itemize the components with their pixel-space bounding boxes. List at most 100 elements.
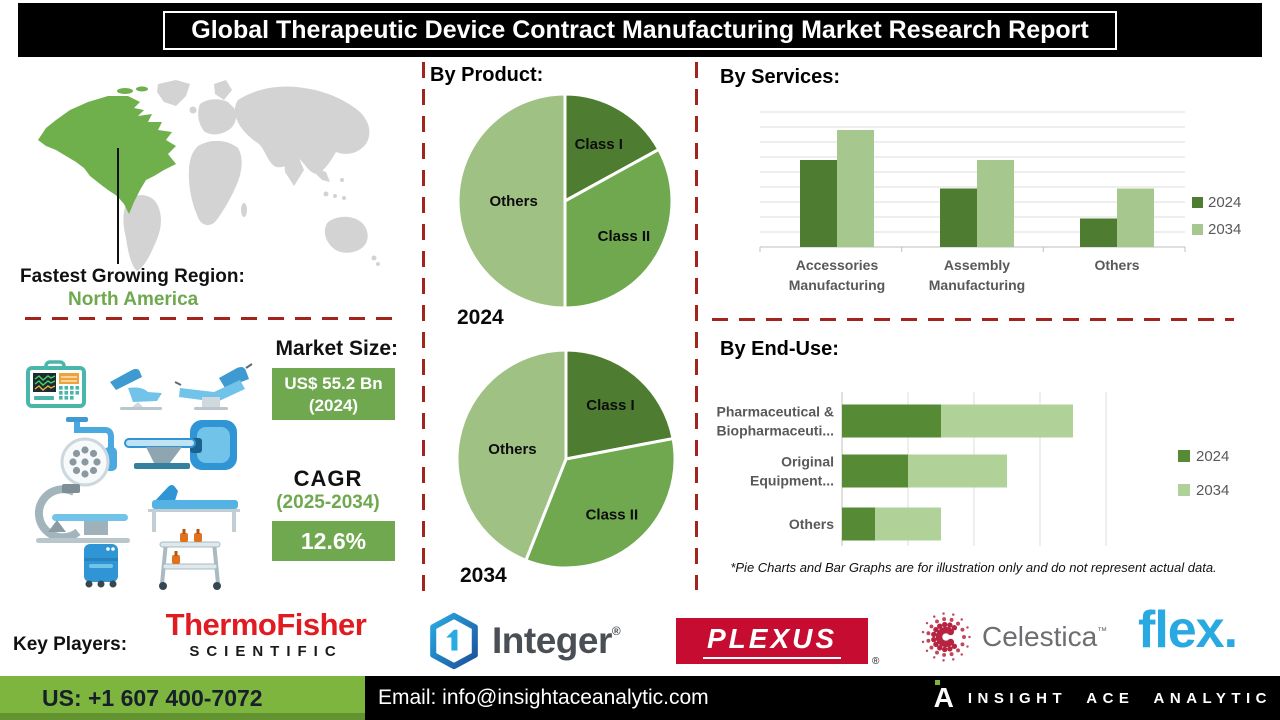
divider-vertical-right (695, 62, 698, 590)
starburst-dot (966, 626, 969, 629)
starburst-dot (942, 621, 948, 628)
celestica-wordmark: Celestica™ (982, 621, 1107, 653)
footer-phone-box: US: +1 607 400-7072 (0, 676, 365, 720)
section-heading-by-end-use: By End-Use: (720, 338, 839, 360)
fastest-growing-region-label: Fastest Growing Region: (20, 266, 245, 287)
starburst-dot (960, 642, 965, 647)
plexus-wordmark: PLEXUS (702, 623, 842, 659)
starburst-dot (956, 648, 961, 653)
divider-vertical-left (422, 62, 425, 592)
starburst-dot (933, 656, 936, 659)
fastest-growing-region-value: North America (68, 289, 199, 310)
chart-text: Accessories (796, 257, 879, 273)
starburst-dot (962, 635, 966, 639)
starburst-dot (942, 659, 945, 662)
starburst-dot (929, 645, 934, 650)
starburst-dot (947, 646, 953, 652)
starburst-dot (952, 658, 955, 661)
patient-monitor-illustration (26, 360, 86, 408)
chart-text: Others (1094, 257, 1139, 273)
bar-chart-by-services: Accessories Manufacturing Assembly Manufact… (759, 111, 1241, 293)
starburst-dot (929, 624, 934, 629)
chart-text: Biopharmaceuti... (717, 423, 834, 439)
stacked-segment-2034 (908, 454, 1007, 488)
starburst-dot (942, 612, 945, 615)
celestica-trademark: ™ (1097, 626, 1108, 637)
integer-text: Integer (492, 620, 612, 661)
integer-wordmark: Integer® (492, 620, 621, 662)
medical-cart-illustration (159, 529, 221, 590)
starburst-dot (951, 643, 958, 649)
footer-bar: US: +1 607 400-7072 Email: info@insighta… (0, 676, 1280, 720)
pie-slice-class-ii (563, 147, 674, 310)
chart-text: Others (488, 441, 536, 458)
thermo-fisher-scientific-text: SCIENTIFIC (189, 643, 343, 660)
oxygen-concentrator-illustration (84, 544, 118, 588)
c-arm-xray-illustration (35, 484, 130, 543)
plexus-logo: PLEXUS (676, 618, 868, 664)
footer-phone: US: +1 607 400-7072 (42, 684, 263, 711)
bar-2034 (837, 130, 874, 247)
starburst-dot (925, 621, 929, 625)
starburst-dot (949, 652, 954, 657)
stacked-segment-2034 (875, 507, 941, 541)
starburst-dot (935, 619, 939, 624)
key-players-label: Key Players: (13, 634, 128, 655)
market-size-label: Market Size: (275, 337, 398, 360)
plexus-registered-mark: ® (872, 656, 880, 667)
starburst-dot (925, 649, 929, 653)
pie-year-label-2024: 2024 (457, 306, 504, 329)
dental-chair-illustration (110, 368, 162, 410)
chart-text: 2024 (1196, 448, 1229, 465)
starburst-dot (937, 645, 943, 651)
chart-text: 2034 (1196, 482, 1229, 499)
title-bar: Global Therapeutic Device Contract Manuf… (18, 3, 1262, 57)
bar-2034 (1117, 188, 1154, 247)
footer-brand: A INSIGHT ACE ANALYTIC (934, 676, 1272, 720)
stacked-bar-chart-by-end-use: Pharmaceutical & Biopharmaceuti... Origina… (717, 392, 1229, 546)
surgical-light-illustration (60, 417, 117, 487)
footer-email: Email: info@insightaceanalytic.com (378, 686, 709, 709)
starburst-dot (952, 613, 955, 616)
starburst-dot (947, 628, 955, 636)
legend-swatch-2034 (1192, 224, 1203, 235)
exam-chair-illustration (174, 363, 253, 410)
illustration-footnote: *Pie Charts and Bar Graphs are for illus… (730, 560, 1217, 575)
map-pointer-line (117, 148, 119, 264)
starburst-dot (956, 621, 961, 626)
cagr-label: CAGR (293, 466, 363, 491)
pie-slice-others (456, 92, 567, 310)
divider-horizontal-right (712, 318, 1234, 321)
market-size-value: US$ 55.2 Bn (284, 374, 383, 393)
bar-2024 (800, 160, 837, 247)
chart-text: 2024 (1208, 194, 1241, 211)
cagr-value-box: 12.6% (272, 521, 395, 561)
chart-text: Manufacturing (929, 277, 1025, 293)
pie-slice-class-ii (524, 437, 677, 570)
pie-slice-others (455, 348, 568, 562)
chart-text: Equipment... (750, 473, 834, 489)
thermo-fisher-wordmark: ThermoFisher (165, 607, 367, 642)
cagr-period: (2025-2034) (276, 492, 380, 513)
map-north-america-green (38, 86, 176, 214)
bar-2024 (940, 188, 977, 247)
divider-horizontal-left (25, 317, 400, 320)
chart-text: Others (489, 193, 537, 210)
integer-registered-mark: ® (611, 624, 621, 638)
medical-devices-illustration (26, 360, 253, 590)
thermo-fisher-logo: ThermoFisher SCIENTIFIC (152, 609, 380, 659)
starburst-dot (949, 617, 954, 622)
starburst-dot (933, 626, 939, 633)
stacked-segment-2024 (842, 404, 941, 438)
pie-chart-by-product-2024: Class I Class II Others (456, 92, 674, 310)
market-size-value-box: US$ 55.2 Bn (2024) (272, 368, 395, 420)
pie-slice-class-i (564, 348, 675, 461)
chart-text: 2034 (1208, 221, 1241, 238)
starburst-dot (968, 635, 971, 639)
chart-text: Assembly (944, 257, 1010, 273)
pie-slice-class-i (563, 92, 661, 203)
section-heading-by-product: By Product: (430, 64, 544, 86)
exam-couch-illustration (148, 485, 240, 532)
starburst-dot (926, 631, 931, 636)
section-heading-by-services: By Services: (720, 66, 841, 88)
